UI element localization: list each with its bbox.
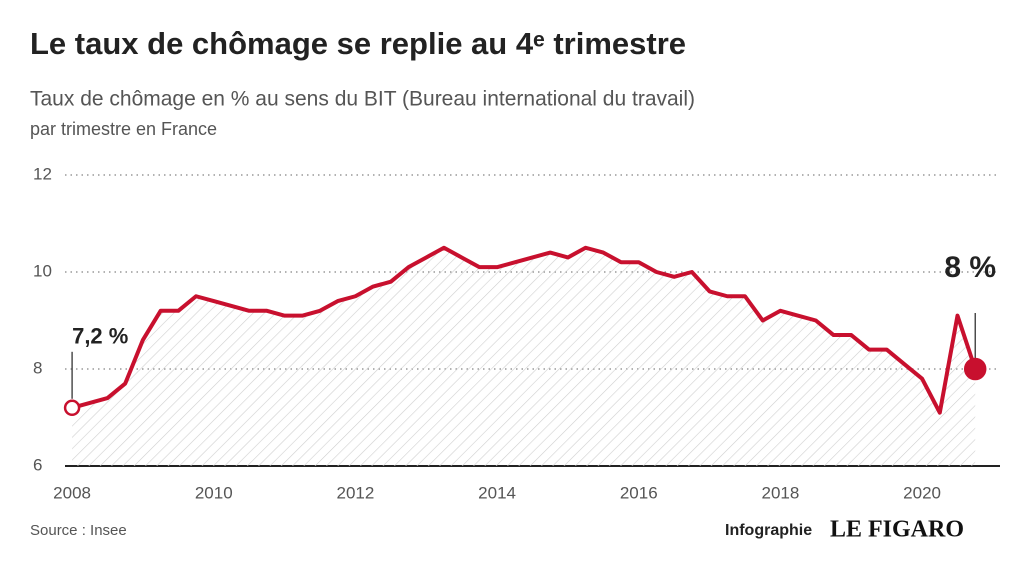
data-label: 7,2 % [72,324,128,349]
y-tick-label: 6 [33,455,42,474]
line [71,245,978,415]
x-tick-label: 2012 [337,483,375,502]
y-tick-label: 12 [33,164,52,183]
credit: Infographie [725,522,812,539]
brand: LE FIGARO [830,517,964,543]
point [63,399,81,417]
x-tick-label: 2014 [478,483,516,502]
data-label: 8 % [944,251,996,284]
y-tick-label: 10 [33,261,52,280]
x-tick-label: 2018 [762,483,800,502]
chart-title: Le taux de chômage se replie au 4ᵉ trime… [30,26,686,61]
x-tick-label: 2020 [903,483,941,502]
y-tick-label: 8 [33,358,42,377]
source: Source : Insee [30,522,127,539]
x-tick-label: 2010 [195,483,233,502]
area [72,247,976,466]
x-tick-label: 2008 [53,483,91,502]
subtitle: Taux de chômage en % au sens du BIT (Bur… [30,88,695,111]
point [963,357,987,381]
x-tick-label: 2016 [620,483,658,502]
subtitle: par trimestre en France [30,119,217,139]
